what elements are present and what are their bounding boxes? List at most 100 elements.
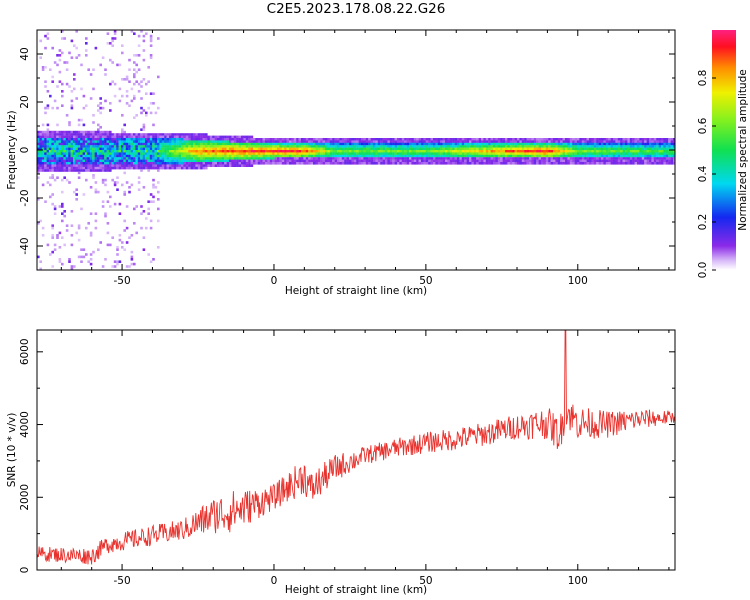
spectrogram-cell bbox=[94, 145, 98, 148]
spectrogram-cell bbox=[106, 243, 110, 247]
spectrogram-cell bbox=[289, 159, 292, 163]
spectrogram-cell bbox=[41, 130, 45, 134]
spectrogram-cell bbox=[188, 142, 191, 146]
spectrogram-cell bbox=[221, 140, 225, 143]
spectrogram-cell bbox=[73, 265, 76, 268]
spectrogram-cell bbox=[495, 142, 498, 146]
spectrogram-cell bbox=[58, 135, 62, 139]
spectrogram-cell bbox=[125, 102, 129, 105]
spectrogram-cell bbox=[128, 147, 131, 151]
spectrogram-cell bbox=[452, 150, 455, 153]
spectrogram-cell bbox=[61, 82, 64, 86]
spectrogram-cell bbox=[205, 166, 208, 170]
spectrogram-cell bbox=[368, 145, 371, 148]
spectrogram-cell bbox=[207, 162, 210, 165]
spectrogram-cell bbox=[529, 140, 532, 143]
spectrogram-cell bbox=[413, 154, 417, 158]
spectrogram-cell bbox=[363, 145, 366, 148]
spectrogram-cell bbox=[303, 142, 306, 146]
spectrogram-cell bbox=[260, 145, 263, 148]
spectrogram-cell bbox=[430, 142, 434, 146]
spectrogram-cell bbox=[121, 145, 124, 148]
spectrogram-cell bbox=[269, 159, 273, 163]
spectrogram-cell bbox=[94, 164, 98, 167]
spectrogram-cell bbox=[349, 154, 352, 158]
spectrogram-cell bbox=[142, 154, 146, 158]
spectrogram-cell bbox=[140, 138, 143, 141]
spectrogram-cell bbox=[670, 159, 674, 163]
spectrogram-cell bbox=[51, 166, 54, 170]
spectrogram-cell bbox=[245, 162, 249, 165]
spectrogram-cell bbox=[260, 140, 263, 143]
spectrogram-cell bbox=[46, 181, 50, 184]
spectrogram-cell bbox=[195, 164, 198, 167]
spectrogram-cell bbox=[104, 99, 107, 103]
spectrogram-cell bbox=[277, 154, 280, 158]
spectrogram-cell bbox=[113, 265, 117, 268]
spectrogram-cell bbox=[164, 142, 167, 146]
spectrogram-cell bbox=[157, 150, 160, 153]
spectrogram-cell bbox=[656, 145, 659, 148]
spectrogram-cell bbox=[269, 157, 273, 160]
spectrogram-cell bbox=[130, 166, 134, 170]
spectrogram-cell bbox=[404, 154, 407, 158]
spectrogram-cell bbox=[195, 159, 198, 163]
spectrogram-cell bbox=[514, 150, 518, 153]
spectrogram-cell bbox=[109, 130, 112, 134]
spectrogram-cell bbox=[497, 142, 501, 146]
spectrogram-cell bbox=[538, 152, 542, 155]
spectrogram-cell bbox=[644, 140, 647, 143]
spectrogram-cell bbox=[56, 236, 59, 239]
spectrogram-cell bbox=[596, 142, 599, 146]
spectrogram-cell bbox=[370, 152, 374, 155]
spectrogram-cell bbox=[375, 147, 378, 151]
spectrogram-cell bbox=[579, 142, 582, 146]
spectrogram-cell bbox=[92, 145, 95, 148]
spectrogram-cell bbox=[255, 147, 258, 151]
spectrogram-cell bbox=[101, 164, 105, 167]
spectrogram-cell bbox=[550, 145, 554, 148]
spectrogram-cell bbox=[260, 138, 263, 141]
spectrogram-cell bbox=[596, 159, 599, 163]
spectrogram-cell bbox=[476, 147, 479, 151]
spectrogram-cell bbox=[111, 178, 114, 182]
spectrogram-cell bbox=[632, 150, 635, 153]
spectrogram-cell bbox=[142, 34, 146, 38]
spectrogram-cell bbox=[116, 176, 119, 179]
spectrogram-cell bbox=[469, 138, 472, 141]
spectrogram-cell bbox=[217, 138, 220, 141]
spectrogram-cell bbox=[380, 147, 383, 151]
spectrogram-cell bbox=[39, 142, 42, 146]
spectrogram-cell bbox=[325, 140, 328, 143]
spectrogram-cell bbox=[133, 222, 136, 225]
spectrogram-cell bbox=[521, 159, 525, 163]
spectrogram-cell bbox=[584, 162, 587, 165]
spectrogram-cell bbox=[51, 159, 54, 163]
spectrogram-cell bbox=[315, 150, 318, 153]
spectrogram-cell bbox=[425, 140, 429, 143]
spectrogram-cell bbox=[99, 169, 102, 172]
spectrogram-cell bbox=[387, 138, 390, 141]
spectrogram-cell bbox=[281, 159, 285, 163]
spectrogram-cell bbox=[404, 157, 407, 160]
spectrogram-cell bbox=[625, 154, 628, 158]
spectrogram-cell bbox=[373, 162, 376, 165]
spectrogram-cell bbox=[106, 145, 110, 148]
spectrogram-cell bbox=[481, 150, 484, 153]
spectrogram-cell bbox=[567, 145, 570, 148]
spectrogram-cell bbox=[188, 135, 191, 139]
spectrogram-cell bbox=[152, 157, 155, 160]
spectrogram-cell bbox=[296, 138, 299, 141]
spectrogram-cell bbox=[128, 164, 131, 167]
spectrogram-cell bbox=[464, 138, 467, 141]
spectrogram-cell bbox=[58, 133, 62, 136]
spectrogram-cell bbox=[195, 166, 198, 170]
spectrogram-cell bbox=[217, 145, 220, 148]
spectrogram-cell bbox=[598, 147, 602, 151]
spectrogram-cell bbox=[368, 162, 371, 165]
spectrogram-cell bbox=[567, 154, 570, 158]
spectrogram-cell bbox=[555, 152, 558, 155]
spectrogram-cell bbox=[449, 157, 453, 160]
spectrogram-cell bbox=[243, 147, 246, 151]
spectrogram-cell bbox=[229, 159, 232, 163]
